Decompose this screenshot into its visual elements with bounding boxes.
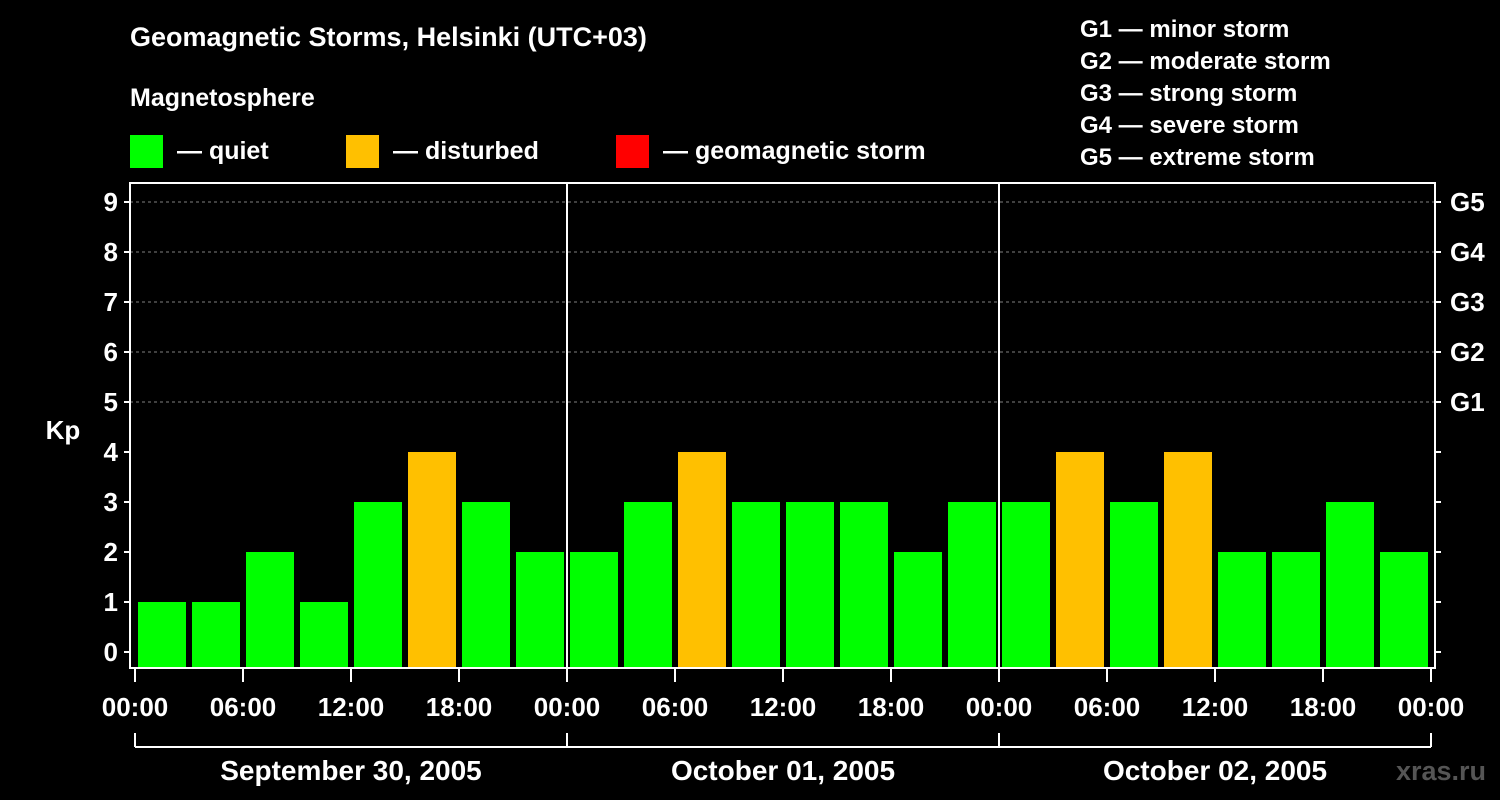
day-label-1: October 01, 2005	[671, 755, 895, 786]
legend-label-storm: — geomagnetic storm	[663, 136, 926, 165]
bar-23	[1380, 552, 1428, 668]
storm-level-g3: G3 — strong storm	[1080, 80, 1298, 107]
legend-item-disturbed: — disturbed	[346, 134, 539, 168]
legend-swatch-disturbed	[346, 134, 379, 168]
legend-heading: Magnetosphere	[130, 84, 315, 112]
bar-13	[840, 502, 888, 668]
x-tick-label-2: 12:00	[318, 692, 385, 722]
bar-8	[570, 552, 618, 668]
legend-item-quiet: — quiet	[130, 134, 269, 168]
x-tick-label-4: 00:00	[534, 692, 601, 722]
bar-14	[894, 552, 942, 668]
y-tick-label-3: 3	[104, 487, 118, 517]
bar-21	[1272, 552, 1320, 668]
bar-6	[462, 502, 510, 668]
x-tick-label-5: 06:00	[642, 692, 709, 722]
storm-level-g1: G1 — minor storm	[1080, 16, 1290, 43]
bar-22	[1326, 502, 1374, 668]
bar-5	[408, 452, 456, 668]
x-tick-label-0: 00:00	[102, 692, 169, 722]
bar-11	[732, 502, 780, 668]
bar-0	[138, 602, 186, 668]
bar-2	[246, 552, 294, 668]
y-tick-label-4: 4	[104, 437, 119, 467]
storm-level-list: G1 — minor storm G2 — moderate storm G3 …	[1080, 14, 1331, 174]
right-axis-label-g1: G1	[1450, 387, 1485, 417]
x-tick-label-11: 18:00	[1290, 692, 1357, 722]
bar-12	[786, 502, 834, 668]
storm-level-g5: G5 — extreme storm	[1080, 144, 1315, 171]
storm-level-g4: G4 — severe storm	[1080, 112, 1299, 139]
y-axis-label: Kp	[46, 415, 81, 445]
legend-swatch-storm	[616, 134, 649, 168]
bar-4	[354, 502, 402, 668]
y-tick-label-8: 8	[104, 237, 118, 267]
bar-16	[1002, 502, 1050, 668]
right-axis-label-g2: G2	[1450, 337, 1485, 367]
x-tick-label-7: 18:00	[858, 692, 925, 722]
legend-swatch-quiet	[130, 134, 163, 168]
x-tick-label-12: 00:00	[1398, 692, 1465, 722]
chart-title: Geomagnetic Storms, Helsinki (UTC+03)	[130, 22, 647, 52]
y-tick-label-5: 5	[104, 387, 118, 417]
right-axis-label-g5: G5	[1450, 187, 1485, 217]
x-tick-label-1: 06:00	[210, 692, 277, 722]
bar-17	[1056, 452, 1104, 668]
y-tick-label-2: 2	[104, 537, 118, 567]
day-label-0: September 30, 2005	[220, 755, 482, 786]
y-tick-label-9: 9	[104, 187, 118, 217]
storm-level-g2: G2 — moderate storm	[1080, 48, 1331, 75]
bar-19	[1164, 452, 1212, 668]
x-tick-label-10: 12:00	[1182, 692, 1249, 722]
bar-3	[300, 602, 348, 668]
watermark: xras.ru	[1396, 756, 1486, 786]
legend-label-disturbed: — disturbed	[393, 136, 539, 165]
y-tick-label-0: 0	[104, 637, 118, 667]
bar-1	[192, 602, 240, 668]
x-tick-label-9: 06:00	[1074, 692, 1141, 722]
day-label-2: October 02, 2005	[1103, 755, 1327, 786]
legend-item-storm: — geomagnetic storm	[616, 134, 926, 168]
legend-label-quiet: — quiet	[177, 136, 269, 165]
bar-15	[948, 502, 996, 668]
bar-7	[516, 552, 564, 668]
x-tick-label-6: 12:00	[750, 692, 817, 722]
y-tick-label-6: 6	[104, 337, 118, 367]
bar-20	[1218, 552, 1266, 668]
bar-9	[624, 502, 672, 668]
x-tick-label-3: 18:00	[426, 692, 493, 722]
right-axis-label-g3: G3	[1450, 287, 1485, 317]
y-tick-label-1: 1	[104, 587, 118, 617]
right-axis-label-g4: G4	[1450, 237, 1485, 267]
y-tick-label-7: 7	[104, 287, 118, 317]
x-tick-label-8: 00:00	[966, 692, 1033, 722]
bar-10	[678, 452, 726, 668]
bar-18	[1110, 502, 1158, 668]
